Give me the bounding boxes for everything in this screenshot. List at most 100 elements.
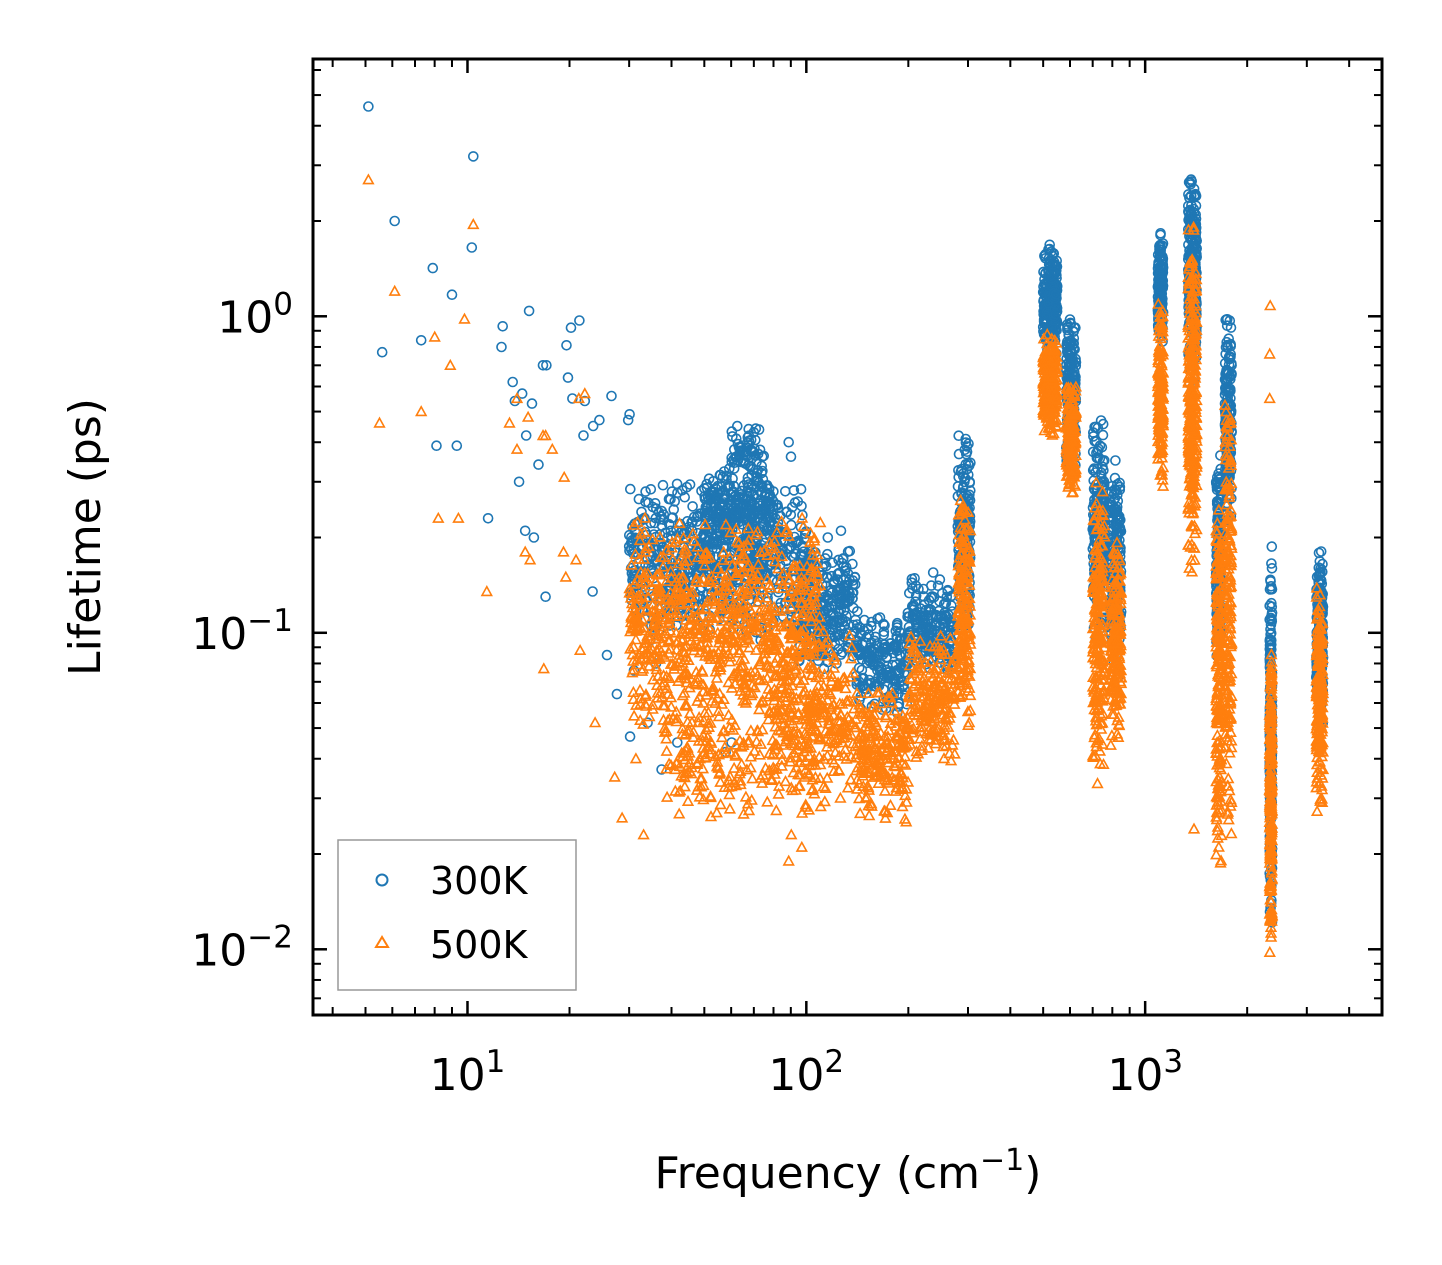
point-300k bbox=[743, 435, 755, 447]
point-300k bbox=[722, 482, 733, 493]
point-300k bbox=[1049, 304, 1060, 315]
point-300k bbox=[961, 441, 973, 452]
point-300k bbox=[742, 472, 754, 484]
point-300k bbox=[834, 628, 846, 640]
point-300k bbox=[657, 479, 669, 491]
point-300k bbox=[731, 420, 743, 432]
point-300k bbox=[712, 493, 724, 505]
point-300k bbox=[871, 640, 883, 652]
point-300k bbox=[775, 570, 787, 582]
point-300k bbox=[739, 446, 751, 457]
point-300k bbox=[761, 569, 772, 580]
point-300k bbox=[1047, 259, 1059, 270]
point-300k bbox=[828, 575, 840, 587]
point-300k bbox=[746, 509, 758, 521]
point-300k bbox=[878, 618, 889, 630]
point-300k bbox=[740, 494, 752, 506]
point-300k bbox=[939, 622, 950, 634]
point-300k bbox=[643, 497, 654, 509]
point-300k bbox=[910, 580, 922, 592]
point-300k bbox=[964, 476, 976, 488]
point-300k bbox=[656, 520, 668, 532]
point-300k bbox=[633, 493, 645, 505]
point-300k bbox=[781, 506, 793, 518]
point-300k bbox=[900, 660, 912, 672]
point-300k bbox=[1048, 323, 1059, 335]
point-300k bbox=[822, 616, 834, 628]
point-300k bbox=[1050, 308, 1062, 320]
point-300k bbox=[703, 473, 715, 485]
point-300k bbox=[757, 497, 769, 508]
point-300k bbox=[894, 651, 906, 662]
point-300k bbox=[864, 656, 876, 668]
point-300k bbox=[934, 574, 946, 585]
point-300k bbox=[719, 528, 731, 540]
point-300k bbox=[747, 463, 759, 475]
point-300k bbox=[765, 515, 777, 527]
point-300k bbox=[910, 596, 921, 608]
point-300k bbox=[726, 499, 737, 510]
point-300k bbox=[729, 508, 741, 519]
point-300k bbox=[714, 469, 726, 481]
point-300k bbox=[820, 613, 831, 625]
point-300k bbox=[738, 457, 750, 469]
point-300k bbox=[851, 619, 863, 630]
point-300k bbox=[757, 465, 768, 477]
point-300k bbox=[728, 454, 740, 465]
point-300k bbox=[960, 433, 972, 445]
point-300k bbox=[856, 664, 868, 676]
point-300k bbox=[741, 509, 753, 520]
point-300k bbox=[797, 509, 808, 521]
point-300k bbox=[624, 483, 636, 495]
point-300k bbox=[909, 572, 920, 584]
point-300k bbox=[893, 683, 905, 695]
point-300k bbox=[705, 538, 717, 550]
point-300k bbox=[699, 524, 711, 535]
point-300k bbox=[686, 516, 698, 528]
point-300k bbox=[677, 528, 689, 540]
point-300k bbox=[795, 483, 807, 495]
point-300k bbox=[960, 448, 972, 460]
point-300k bbox=[1050, 288, 1062, 300]
point-300k bbox=[840, 616, 851, 627]
point-300k bbox=[878, 626, 890, 638]
point-300k bbox=[911, 606, 923, 618]
point-300k bbox=[837, 553, 849, 565]
point-300k bbox=[827, 595, 839, 607]
point-300k bbox=[768, 486, 779, 497]
point-300k bbox=[655, 513, 666, 525]
point-300k bbox=[866, 616, 877, 628]
point-300k bbox=[818, 592, 830, 603]
point-300k bbox=[699, 483, 710, 494]
point-300k bbox=[835, 596, 847, 608]
point-300k bbox=[903, 611, 915, 622]
point-300k bbox=[778, 537, 789, 548]
point-300k bbox=[942, 585, 954, 597]
point-300k bbox=[728, 480, 740, 492]
point-300k bbox=[665, 493, 676, 505]
point-300k bbox=[789, 548, 801, 560]
point-300k bbox=[853, 648, 864, 660]
point-300k bbox=[941, 611, 953, 623]
point-300k bbox=[838, 605, 850, 617]
point-300k bbox=[879, 620, 890, 631]
point-300k bbox=[964, 489, 975, 501]
point-300k bbox=[699, 490, 711, 502]
point-300k bbox=[851, 623, 863, 634]
point-300k bbox=[691, 516, 703, 527]
point-300k bbox=[847, 587, 859, 598]
point-300k bbox=[870, 676, 881, 688]
point-300k bbox=[890, 659, 902, 671]
point-300k bbox=[792, 536, 803, 547]
point-300k bbox=[1043, 259, 1055, 270]
point-300k bbox=[833, 606, 845, 618]
point-300k bbox=[917, 622, 928, 634]
point-300k bbox=[956, 463, 968, 475]
point-300k bbox=[847, 558, 858, 570]
point-300k bbox=[844, 545, 856, 557]
point-300k bbox=[925, 592, 937, 604]
point-300k bbox=[649, 497, 661, 509]
point-300k bbox=[731, 500, 743, 512]
point-300k bbox=[671, 478, 683, 490]
